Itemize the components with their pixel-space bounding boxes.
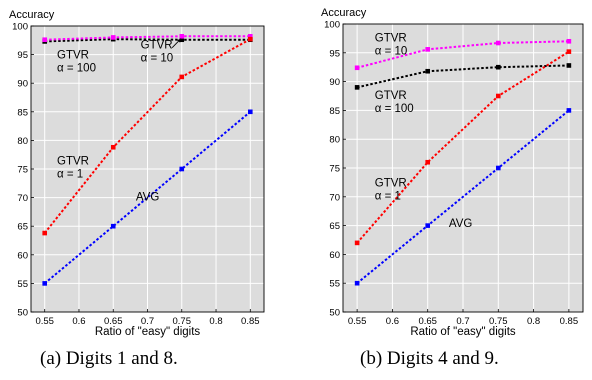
data-point (496, 41, 501, 46)
x-axis-label: Ratio of "easy" digits (410, 326, 516, 338)
data-point (355, 281, 360, 286)
y-tick-label: 55 (329, 279, 340, 290)
y-tick-label: 80 (329, 135, 340, 146)
data-point (425, 47, 430, 52)
data-point (425, 160, 430, 165)
data-point (248, 37, 253, 42)
y-tick-label: 90 (329, 77, 340, 88)
data-point (425, 223, 430, 228)
y-tick-label: 100 (12, 22, 28, 33)
y-tick-label: 85 (17, 107, 28, 118)
data-point (355, 65, 360, 70)
y-axis-label: Accuracy (9, 9, 55, 21)
y-tick-label: 70 (17, 193, 28, 204)
data-point (42, 281, 47, 286)
y-tick-label: 60 (329, 250, 340, 261)
data-point (496, 94, 501, 99)
x-tick-label: 0.6 (72, 316, 85, 327)
data-point (496, 166, 501, 171)
y-axis-label: Accuracy (321, 7, 367, 19)
x-tick-label: 0.85 (560, 316, 579, 327)
series-annotation: GTVR (375, 90, 407, 102)
y-tick-label: 80 (17, 136, 28, 147)
data-point (425, 69, 430, 74)
x-tick-label: 0.85 (241, 316, 260, 327)
series-annotation: GTVR (375, 177, 407, 189)
series-annotation: GTVR (375, 32, 407, 44)
data-point (567, 49, 572, 54)
series-annotation: α = 10 (141, 52, 174, 64)
series-annotation: AVG (136, 191, 159, 203)
data-point (567, 63, 572, 68)
y-tick-label: 55 (17, 279, 28, 290)
x-tick-label: 0.55 (348, 316, 367, 327)
data-point (42, 231, 47, 236)
data-point (179, 167, 184, 172)
data-point (567, 39, 572, 44)
data-point (496, 65, 501, 70)
data-point (248, 110, 253, 115)
data-point (111, 35, 116, 40)
data-point (111, 224, 116, 229)
y-tick-label: 75 (17, 165, 28, 176)
data-point (179, 75, 184, 80)
series-annotation: α = 10 (375, 45, 408, 57)
caption-b: (b) Digits 4 and 9. (360, 348, 499, 370)
y-tick-label: 100 (324, 20, 340, 31)
series-annotation: α = 1 (375, 190, 401, 202)
y-tick-label: 65 (329, 221, 340, 232)
series-annotation: α = 100 (375, 103, 414, 115)
y-tick-label: 95 (17, 50, 28, 61)
y-tick-label: 85 (329, 106, 340, 117)
y-tick-label: 95 (329, 48, 340, 59)
data-point (111, 145, 116, 150)
x-tick-label: 0.6 (386, 316, 399, 327)
caption-a: (a) Digits 1 and 8. (40, 348, 178, 370)
series-annotation: α = 100 (57, 63, 96, 75)
series-annotation: AVG (449, 218, 472, 230)
x-axis-label: Ratio of "easy" digits (95, 326, 201, 338)
x-tick-label: 0.8 (209, 316, 222, 327)
series-annotation: α = 1 (57, 168, 83, 180)
series-annotation: GTVR (141, 39, 173, 51)
data-point (42, 37, 47, 42)
data-point (567, 108, 572, 113)
x-tick-label: 0.8 (527, 316, 540, 327)
series-annotation: GTVR (57, 155, 89, 167)
y-tick-label: 50 (17, 308, 28, 319)
x-tick-label: 0.55 (35, 316, 54, 327)
y-tick-label: 75 (329, 164, 340, 175)
y-tick-label: 60 (17, 250, 28, 261)
y-tick-label: 65 (17, 222, 28, 233)
data-point (355, 85, 360, 90)
y-tick-label: 70 (329, 192, 340, 203)
y-tick-label: 50 (329, 308, 340, 319)
series-annotation: GTVR (57, 50, 89, 62)
data-point (179, 34, 184, 39)
y-tick-label: 90 (17, 79, 28, 90)
data-point (355, 241, 360, 246)
